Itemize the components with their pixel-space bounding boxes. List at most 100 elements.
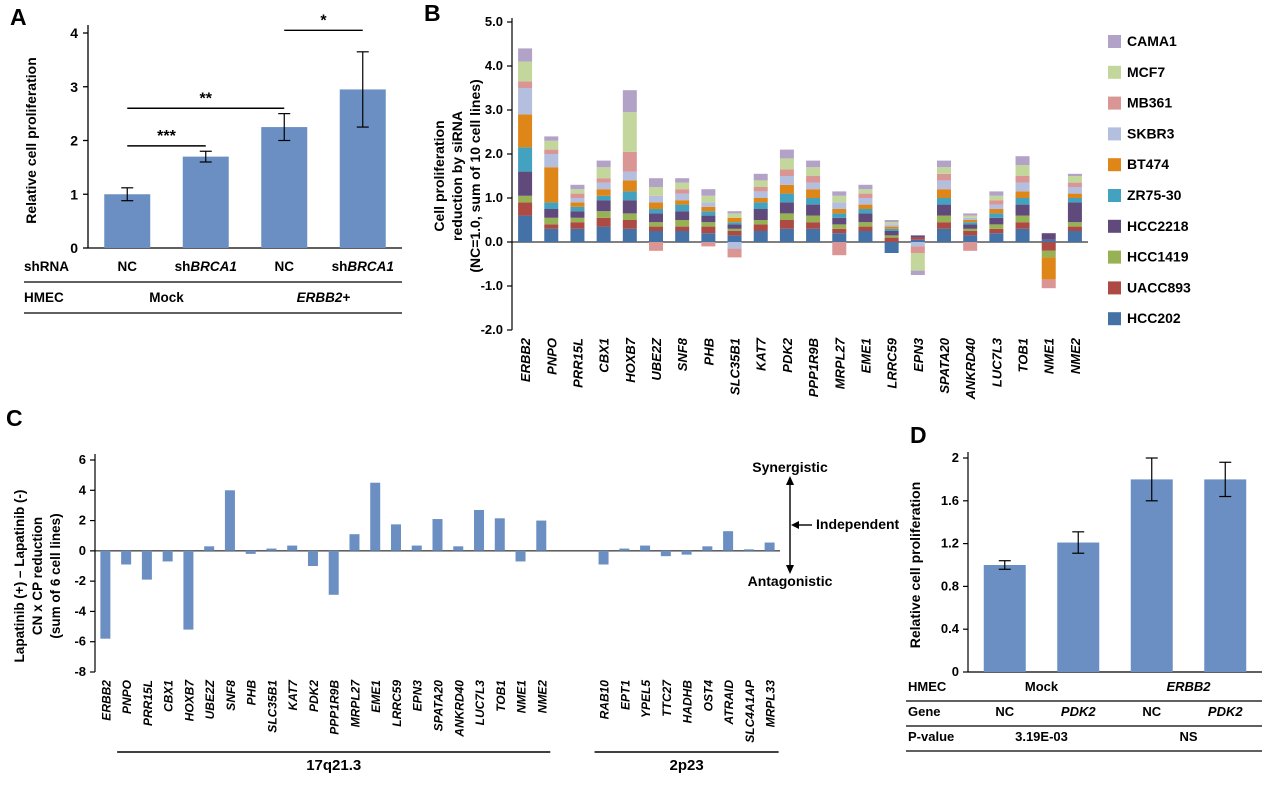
legend-label: HCC1419: [1127, 249, 1189, 265]
y-tick-label: 2.0: [485, 146, 503, 161]
stack-segment-SKBR3: [910, 242, 925, 247]
gene-label: PHB: [701, 338, 716, 365]
stack-segment-ZR75-30: [544, 202, 559, 209]
y-tick-label: 4.0: [485, 58, 503, 73]
bar: [598, 550, 609, 565]
stack-segment-HCC2218: [963, 224, 978, 229]
stack-segment-HCC202: [544, 228, 559, 242]
stack-segment-HCC2218: [832, 217, 847, 225]
stack-segment-MCF7: [1067, 176, 1082, 183]
stack-segment-MB361: [1015, 176, 1030, 183]
stack-segment-HCC1419: [963, 228, 978, 231]
panel-c-label: C: [6, 405, 23, 431]
y-axis-title-line: reduction by siRNA: [449, 111, 465, 241]
stack-segment-HCC2218: [910, 235, 925, 238]
gene-label: EPN3: [411, 680, 425, 712]
stack-segment-MB361: [858, 193, 873, 198]
gene-label: PDK2: [780, 337, 795, 372]
gene-label: CBX1: [597, 338, 612, 373]
stack-segment-CAMA1: [544, 136, 559, 141]
stack-segment-MCF7: [596, 167, 611, 179]
stack-segment-HCC1419: [937, 215, 951, 223]
bar: [141, 550, 152, 580]
stack-segment-UACC893: [963, 231, 978, 236]
gene-label: SLC35B1: [728, 338, 743, 395]
stack-segment-HCC202: [1067, 231, 1082, 242]
table-cell: shBRCA1: [332, 259, 394, 274]
stack-segment-ZR75-30: [1067, 198, 1082, 203]
bar: [494, 518, 505, 551]
legend-swatch-UACC893: [1108, 281, 1121, 295]
stack-segment-ZR75-30: [570, 206, 585, 212]
stack-segment-HCC202: [675, 231, 690, 242]
gene-label: EPN3: [911, 337, 926, 372]
gene-label: PRR15L: [141, 680, 155, 726]
stack-segment-ZR75-30: [806, 198, 821, 205]
gene-label: TOB1: [1016, 338, 1031, 372]
stack-segment-MCF7: [832, 195, 847, 203]
stack-segment-HCC202: [858, 231, 873, 242]
stack-segment-UACC893: [596, 217, 611, 227]
y-tick-label: -2.0: [481, 322, 503, 337]
bar: [266, 548, 277, 551]
gene-label: ERBB2: [518, 337, 533, 382]
gene-label: ANKRD40: [963, 337, 978, 400]
stack-segment-HCC2218: [779, 202, 794, 214]
stack-segment-CAMA1: [753, 173, 768, 181]
gene-label: EPT1: [618, 680, 632, 710]
stack-segment-HCC2218: [1041, 233, 1056, 240]
stack-segment-BT474: [884, 226, 899, 229]
gene-label: KAT7: [286, 679, 300, 711]
stack-segment-HCC202: [518, 215, 533, 242]
stack-segment-MB361: [989, 200, 1004, 205]
stack-segment-BT474: [937, 189, 951, 198]
gene-label: UBE2Z: [649, 337, 664, 381]
gene-label: SNF8: [224, 680, 238, 711]
gene-label: RAB10: [598, 680, 612, 720]
stack-segment-CAMA1: [937, 160, 951, 168]
stack-segment-UACC893: [910, 237, 925, 240]
legend-swatch-BT474: [1108, 158, 1121, 172]
stack-segment-MB361: [832, 242, 847, 256]
bar: [1057, 542, 1100, 672]
gene-label: ERBB2: [99, 680, 113, 721]
bar: [204, 546, 215, 551]
stack-segment-UACC893: [570, 222, 585, 229]
stack-segment-SKBR3: [596, 182, 611, 190]
stack-segment-ZR75-30: [832, 213, 847, 218]
bar: [287, 545, 298, 551]
stack-segment-ZR75-30: [937, 198, 951, 205]
y-axis-title: Relative cell proliferation: [907, 482, 923, 649]
stack-segment-ZR75-30: [727, 222, 742, 225]
bar: [261, 127, 308, 248]
gene-label: MRPL33: [764, 680, 778, 728]
stack-segment-MCF7: [649, 187, 663, 196]
stack-segment-CAMA1: [806, 160, 821, 168]
stack-segment-SKBR3: [937, 180, 951, 190]
gene-label: HADHB: [681, 680, 695, 724]
stack-segment-MCF7: [1015, 165, 1030, 176]
table-cell: NC: [118, 259, 138, 274]
table-row-header: Gene: [908, 704, 941, 719]
stack-segment-HCC2218: [701, 215, 716, 223]
stack-segment-UACC893: [1041, 242, 1056, 251]
stack-segment-ZR75-30: [518, 147, 533, 172]
stack-segment-HCC1419: [622, 213, 637, 220]
stack-segment-UACC893: [649, 226, 663, 231]
stack-segment-HCC2218: [622, 200, 637, 214]
gene-label: MRPL27: [832, 337, 847, 389]
stack-segment-CAMA1: [570, 184, 585, 190]
bar: [104, 194, 151, 248]
bar: [983, 565, 1026, 672]
gene-label: ATRAID: [722, 680, 736, 726]
table-cell: Mock: [1025, 679, 1059, 694]
stack-segment-MCF7: [806, 167, 821, 176]
stack-segment-MB361: [544, 149, 559, 154]
stack-segment-SKBR3: [1067, 187, 1082, 194]
stack-segment-MCF7: [701, 195, 716, 203]
gene-label: CBX1: [162, 680, 176, 712]
gene-label: LRRC59: [390, 680, 404, 727]
gene-label: NME1: [515, 680, 529, 714]
y-tick-label: 0.8: [941, 578, 959, 593]
y-tick-label: -2: [74, 573, 86, 588]
